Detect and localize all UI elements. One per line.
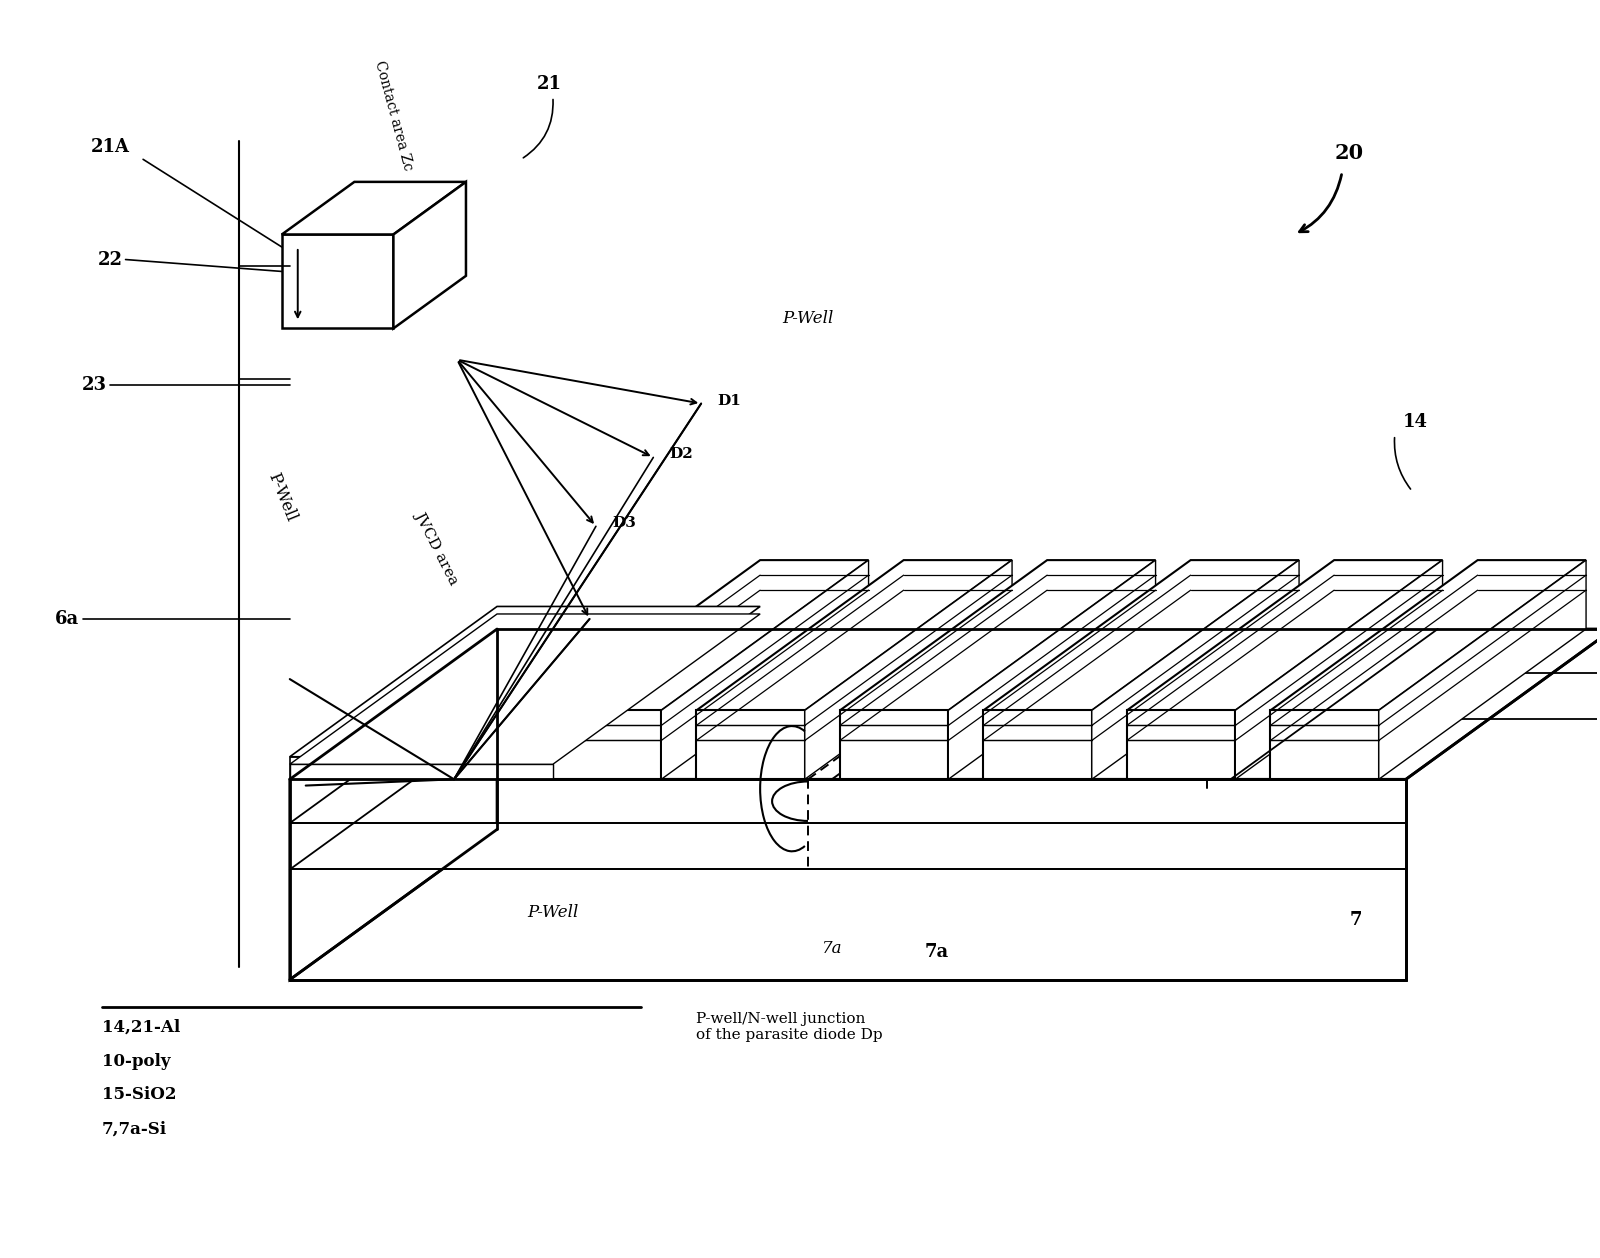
Text: N-BL: N-BL — [1174, 668, 1218, 686]
Text: 14: 14 — [1403, 414, 1427, 431]
Text: 22: 22 — [98, 250, 122, 268]
Text: P-Well: P-Well — [526, 903, 579, 921]
Polygon shape — [282, 182, 466, 234]
Polygon shape — [840, 560, 1155, 711]
Polygon shape — [984, 560, 1299, 711]
Text: Contact area Zc: Contact area Zc — [371, 59, 414, 172]
Text: P-well/N-well junction
of the parasite diode Dp: P-well/N-well junction of the parasite d… — [696, 1013, 883, 1043]
Polygon shape — [554, 560, 869, 711]
Text: 23: 23 — [82, 376, 107, 394]
Text: D1: D1 — [717, 394, 741, 408]
Text: 7a: 7a — [925, 944, 949, 961]
Polygon shape — [290, 614, 760, 765]
Polygon shape — [1379, 560, 1586, 779]
Polygon shape — [661, 560, 869, 779]
Polygon shape — [696, 711, 805, 779]
Polygon shape — [1126, 711, 1235, 779]
Polygon shape — [1126, 560, 1443, 711]
Text: 21A: 21A — [91, 138, 130, 156]
Polygon shape — [290, 765, 554, 779]
Polygon shape — [290, 629, 1600, 779]
Text: 15-SiO2: 15-SiO2 — [102, 1087, 176, 1103]
Polygon shape — [290, 779, 1406, 980]
Text: 14,21-Al: 14,21-Al — [102, 1019, 179, 1035]
Polygon shape — [554, 711, 661, 779]
Text: 7a: 7a — [822, 940, 842, 957]
Text: N-Well: N-Well — [966, 623, 1022, 640]
Polygon shape — [984, 711, 1091, 779]
Text: 20: 20 — [1334, 143, 1363, 164]
Polygon shape — [282, 234, 394, 328]
Text: 6a: 6a — [54, 610, 80, 628]
Text: BDY: BDY — [1242, 623, 1277, 640]
Polygon shape — [394, 182, 466, 328]
Polygon shape — [290, 629, 498, 980]
Text: 21: 21 — [538, 75, 562, 93]
Polygon shape — [290, 757, 554, 779]
Polygon shape — [1235, 560, 1443, 779]
Polygon shape — [696, 560, 1013, 711]
Text: P-Well: P-Well — [782, 309, 834, 327]
Polygon shape — [1091, 560, 1299, 779]
Polygon shape — [840, 711, 949, 779]
Text: D3: D3 — [611, 516, 635, 530]
Polygon shape — [1270, 711, 1379, 779]
Polygon shape — [290, 606, 760, 757]
Polygon shape — [1270, 560, 1586, 711]
Text: 7: 7 — [1350, 911, 1363, 928]
Text: 10: 10 — [1426, 626, 1450, 644]
Text: 7,7a-Si: 7,7a-Si — [102, 1120, 166, 1137]
Text: 10-poly: 10-poly — [102, 1053, 170, 1069]
Polygon shape — [290, 823, 1406, 869]
Polygon shape — [805, 560, 1013, 779]
Text: D4: D4 — [605, 609, 629, 624]
Text: P-Well: P-Well — [264, 470, 299, 525]
Polygon shape — [949, 560, 1155, 779]
Text: D2: D2 — [669, 447, 693, 460]
Text: JVCD area: JVCD area — [413, 508, 461, 586]
